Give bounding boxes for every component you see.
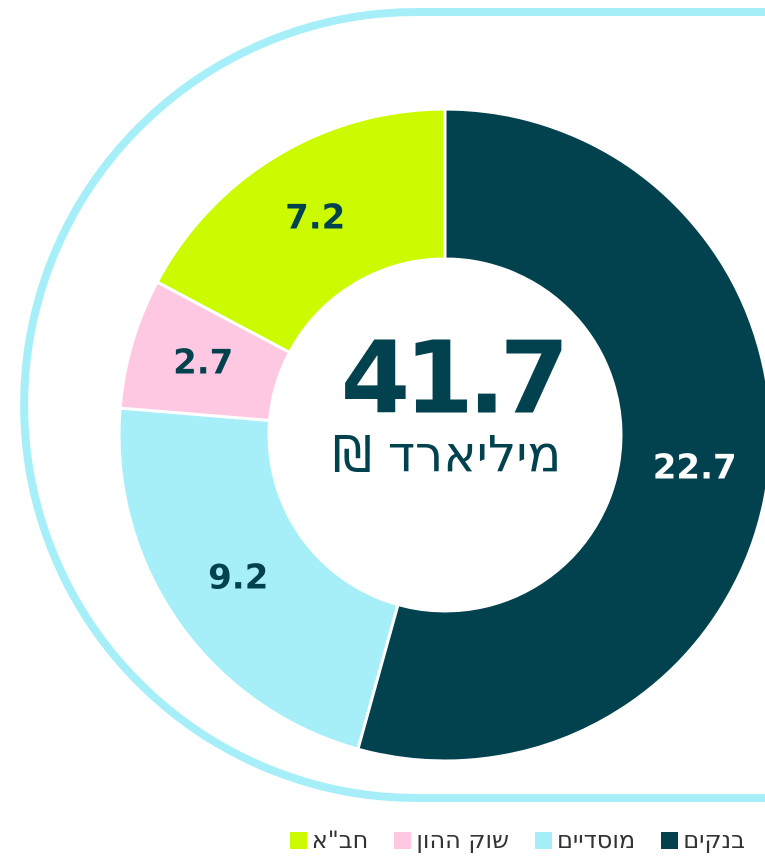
legend-swatch bbox=[661, 831, 679, 849]
data-label: 9.2 bbox=[208, 558, 268, 598]
donut-segment bbox=[356, 107, 765, 763]
legend-item: מוסדיים bbox=[535, 826, 635, 854]
legend-item: בנקים bbox=[661, 826, 745, 854]
data-label: 2.7 bbox=[173, 343, 233, 383]
data-label: 22.7 bbox=[653, 447, 737, 487]
donut-segment bbox=[117, 406, 400, 751]
donut-segment bbox=[155, 107, 447, 355]
legend-swatch bbox=[394, 831, 412, 849]
legend-label: חב"א bbox=[311, 826, 369, 854]
legend: בנקים מוסדיים שוק ההון חב"א bbox=[289, 826, 745, 854]
data-label: 7.2 bbox=[285, 198, 345, 238]
legend-swatch bbox=[289, 831, 307, 849]
legend-label: מוסדיים bbox=[557, 826, 636, 854]
center-total: 41.7 bbox=[341, 319, 564, 436]
legend-item: שוק ההון bbox=[394, 826, 509, 854]
legend-label: בנקים bbox=[683, 826, 745, 854]
legend-swatch bbox=[535, 831, 552, 849]
decorative-ring bbox=[20, 8, 765, 802]
legend-label: שוק ההון bbox=[416, 826, 509, 854]
legend-item: חב"א bbox=[289, 826, 369, 854]
center-label: מיליארד ₪ bbox=[333, 426, 562, 484]
